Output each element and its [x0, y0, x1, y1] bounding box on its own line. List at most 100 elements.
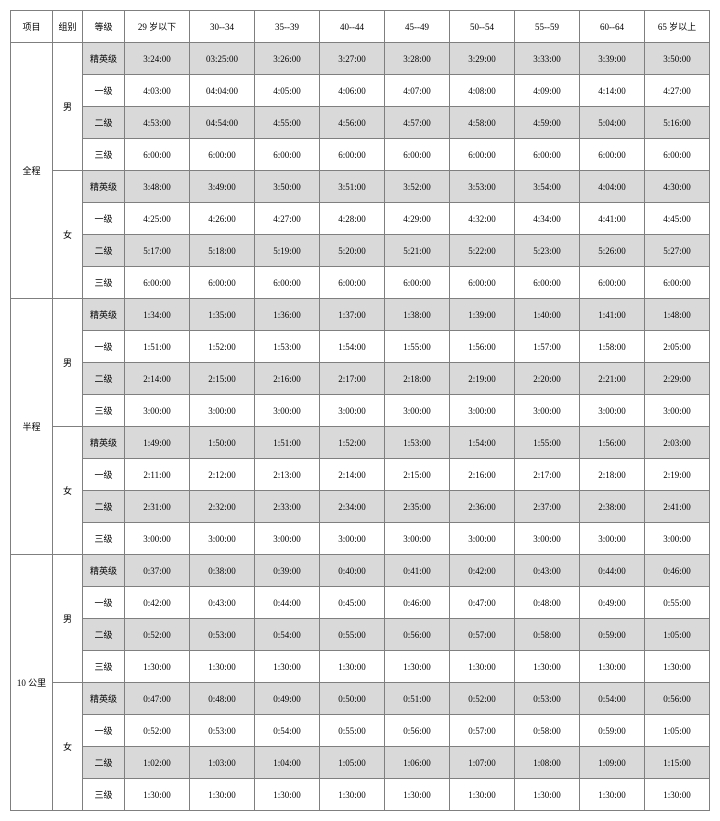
time-cell: 6:00:00 [450, 267, 515, 299]
time-cell: 3:39:00 [580, 43, 645, 75]
level-cell: 精英级 [83, 171, 125, 203]
group-cell: 男 [53, 299, 83, 427]
time-cell: 6:00:00 [125, 267, 190, 299]
level-cell: 精英级 [83, 299, 125, 331]
time-cell: 0:56:00 [645, 683, 710, 715]
time-cell: 3:00:00 [385, 395, 450, 427]
level-cell: 一级 [83, 203, 125, 235]
time-cell: 2:03:00 [645, 427, 710, 459]
time-cell: 2:05:00 [645, 331, 710, 363]
time-cell: 1:53:00 [255, 331, 320, 363]
time-cell: 4:59:00 [515, 107, 580, 139]
time-cell: 1:58:00 [580, 331, 645, 363]
col-age-4: 45--49 [385, 11, 450, 43]
time-cell: 2:33:00 [255, 491, 320, 523]
time-cell: 3:00:00 [190, 523, 255, 555]
time-cell: 3:00:00 [255, 523, 320, 555]
time-cell: 1:55:00 [385, 331, 450, 363]
level-cell: 精英级 [83, 683, 125, 715]
time-cell: 4:27:00 [645, 75, 710, 107]
level-cell: 二级 [83, 619, 125, 651]
time-cell: 1:30:00 [385, 779, 450, 811]
table-row: 一级0:42:000:43:000:44:000:45:000:46:000:4… [11, 587, 710, 619]
time-cell: 1:51:00 [125, 331, 190, 363]
time-cell: 0:42:00 [125, 587, 190, 619]
time-cell: 4:28:00 [320, 203, 385, 235]
level-cell: 一级 [83, 331, 125, 363]
time-cell: 4:30:00 [645, 171, 710, 203]
time-cell: 4:07:00 [385, 75, 450, 107]
time-cell: 2:16:00 [450, 459, 515, 491]
time-cell: 1:30:00 [580, 651, 645, 683]
time-cell: 2:14:00 [125, 363, 190, 395]
time-cell: 0:52:00 [125, 715, 190, 747]
time-cell: 3:49:00 [190, 171, 255, 203]
level-cell: 三级 [83, 139, 125, 171]
time-cell: 3:00:00 [515, 395, 580, 427]
time-cell: 0:42:00 [450, 555, 515, 587]
time-cell: 1:05:00 [645, 619, 710, 651]
time-cell: 4:29:00 [385, 203, 450, 235]
time-cell: 2:17:00 [320, 363, 385, 395]
time-cell: 0:48:00 [515, 587, 580, 619]
table-row: 三级6:00:006:00:006:00:006:00:006:00:006:0… [11, 139, 710, 171]
col-group: 组别 [53, 11, 83, 43]
level-cell: 二级 [83, 491, 125, 523]
col-age-3: 40--44 [320, 11, 385, 43]
time-cell: 5:23:00 [515, 235, 580, 267]
time-cell: 1:03:00 [190, 747, 255, 779]
time-cell: 4:06:00 [320, 75, 385, 107]
time-cell: 5:17:00 [125, 235, 190, 267]
time-cell: 0:55:00 [645, 587, 710, 619]
time-cell: 1:50:00 [190, 427, 255, 459]
event-cell: 半程 [11, 299, 53, 555]
time-cell: 3:26:00 [255, 43, 320, 75]
time-cell: 0:46:00 [385, 587, 450, 619]
time-cell: 6:00:00 [515, 139, 580, 171]
time-cell: 1:30:00 [385, 651, 450, 683]
time-cell: 5:04:00 [580, 107, 645, 139]
time-cell: 5:27:00 [645, 235, 710, 267]
time-cell: 0:54:00 [255, 715, 320, 747]
time-cell: 6:00:00 [515, 267, 580, 299]
col-event: 项目 [11, 11, 53, 43]
time-cell: 3:00:00 [255, 395, 320, 427]
time-cell: 0:58:00 [515, 619, 580, 651]
time-cell: 0:54:00 [580, 683, 645, 715]
time-cell: 0:38:00 [190, 555, 255, 587]
time-cell: 2:11:00 [125, 459, 190, 491]
table-row: 一级4:03:0004:04:004:05:004:06:004:07:004:… [11, 75, 710, 107]
time-cell: 4:56:00 [320, 107, 385, 139]
time-cell: 3:33:00 [515, 43, 580, 75]
time-cell: 0:48:00 [190, 683, 255, 715]
time-cell: 6:00:00 [450, 139, 515, 171]
time-cell: 3:00:00 [385, 523, 450, 555]
time-cell: 2:31:00 [125, 491, 190, 523]
time-cell: 1:05:00 [320, 747, 385, 779]
time-cell: 3:00:00 [450, 523, 515, 555]
header-row: 项目 组别 等级 29 岁以下 30--34 35--39 40--44 45-… [11, 11, 710, 43]
time-cell: 1:40:00 [515, 299, 580, 331]
level-cell: 三级 [83, 523, 125, 555]
time-cell: 5:16:00 [645, 107, 710, 139]
time-cell: 2:17:00 [515, 459, 580, 491]
table-row: 二级4:53:0004:54:004:55:004:56:004:57:004:… [11, 107, 710, 139]
time-cell: 0:59:00 [580, 715, 645, 747]
time-cell: 0:58:00 [515, 715, 580, 747]
time-cell: 1:39:00 [450, 299, 515, 331]
time-cell: 0:44:00 [580, 555, 645, 587]
time-cell: 1:30:00 [255, 651, 320, 683]
level-cell: 精英级 [83, 43, 125, 75]
time-cell: 5:21:00 [385, 235, 450, 267]
time-cell: 0:45:00 [320, 587, 385, 619]
time-cell: 1:52:00 [320, 427, 385, 459]
table-row: 女精英级1:49:001:50:001:51:001:52:001:53:001… [11, 427, 710, 459]
time-cell: 3:00:00 [190, 395, 255, 427]
time-cell: 4:41:00 [580, 203, 645, 235]
time-cell: 1:30:00 [515, 779, 580, 811]
time-cell: 3:00:00 [125, 523, 190, 555]
time-cell: 6:00:00 [645, 139, 710, 171]
time-cell: 1:30:00 [450, 651, 515, 683]
time-cell: 3:28:00 [385, 43, 450, 75]
time-cell: 6:00:00 [385, 267, 450, 299]
